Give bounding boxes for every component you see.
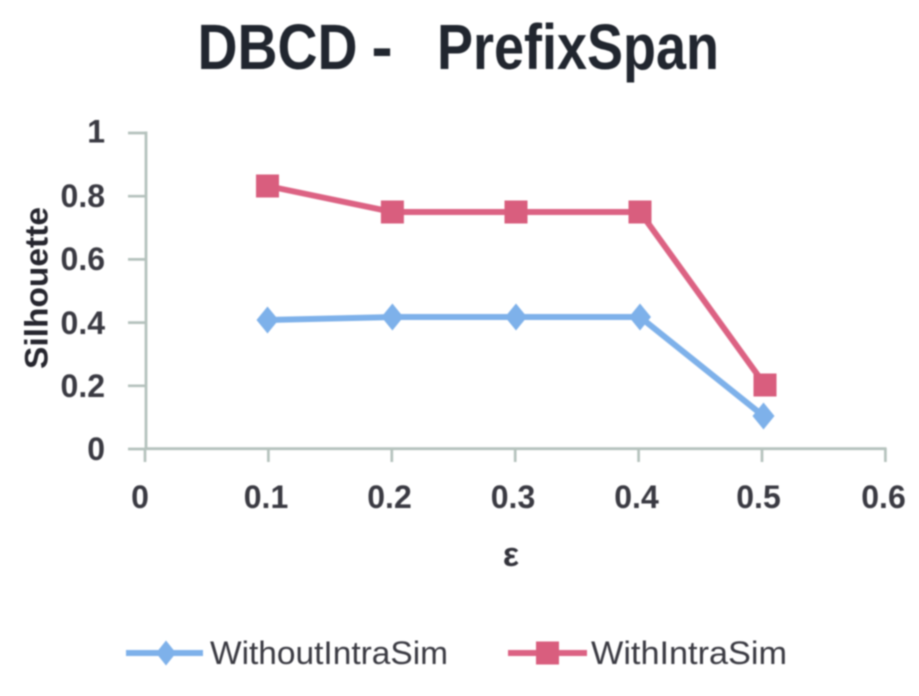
svg-text:0: 0 — [131, 479, 149, 515]
svg-text:0.4: 0.4 — [614, 479, 659, 515]
svg-text:-: - — [371, 11, 392, 83]
svg-text:DBCD: DBCD — [198, 11, 358, 83]
svg-text:0.3: 0.3 — [491, 479, 535, 515]
svg-text:WithIntraSim: WithIntraSim — [591, 635, 787, 671]
svg-text:ε: ε — [503, 536, 519, 574]
svg-text:0.2: 0.2 — [61, 368, 105, 404]
svg-text:0: 0 — [87, 431, 105, 467]
svg-text:0.4: 0.4 — [61, 305, 106, 341]
svg-text:WithoutIntraSim: WithoutIntraSim — [210, 635, 448, 671]
svg-text:0.6: 0.6 — [61, 241, 105, 277]
svg-text:PrefixSpan: PrefixSpan — [437, 11, 719, 83]
svg-text:0.5: 0.5 — [736, 479, 780, 515]
svg-text:0.2: 0.2 — [367, 479, 411, 515]
svg-text:0.6: 0.6 — [861, 479, 905, 515]
svg-text:1: 1 — [87, 114, 105, 150]
svg-text:0.8: 0.8 — [61, 178, 105, 214]
svg-text:Silhouette: Silhouette — [19, 207, 55, 369]
svg-text:0.1: 0.1 — [244, 479, 288, 515]
